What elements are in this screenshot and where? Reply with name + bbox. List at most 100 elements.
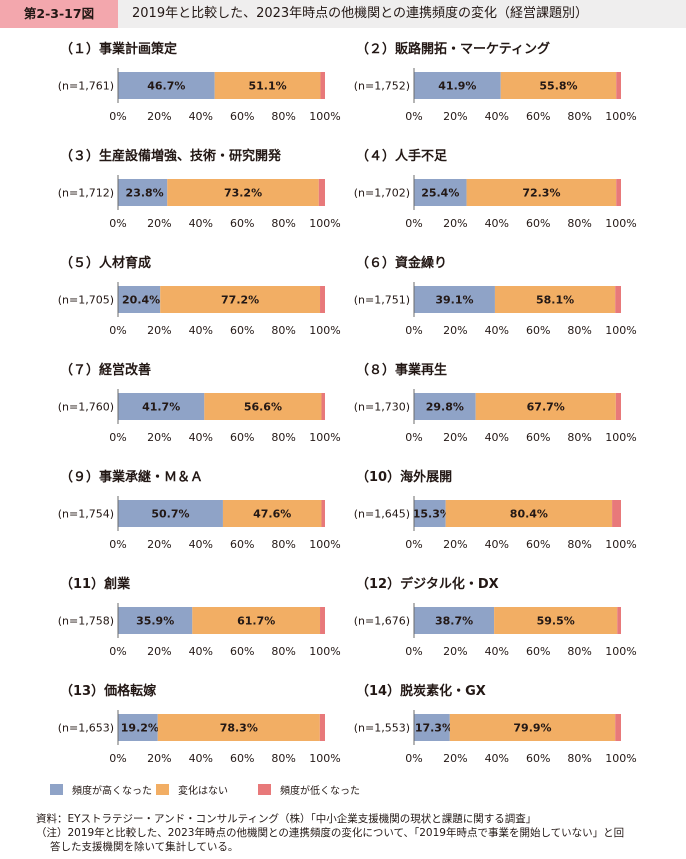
chart-11-tick-label-3: 60% [230, 645, 254, 658]
chart-8-data-label-1: 29.8% [426, 401, 464, 414]
chart-4-data-label-1: 25.4% [421, 187, 459, 200]
chart-9-tick-label-0: 0% [109, 538, 126, 551]
chart-8-bar-segment-1 [414, 393, 476, 420]
legend-item-unchanged: 変化はない [156, 782, 228, 797]
chart-6-bar-segment-3 [615, 286, 621, 313]
chart-14-tick-label-4: 80% [567, 752, 591, 765]
chart-5-tick-label-2: 40% [189, 324, 213, 337]
chart-12-title: （12）デジタル化・DX [356, 576, 499, 592]
chart-6-bar-segment-1 [414, 286, 495, 313]
chart-7-bar-segment-2 [204, 393, 322, 420]
chart-3-n-label: (n=1,712) [58, 187, 114, 200]
legend-item-decreased: 頻度が低くなった [258, 782, 360, 797]
chart-5-bar-segment-2 [160, 286, 321, 313]
chart-8-n-label: (n=1,730) [354, 401, 410, 414]
chart-9-data-label-2: 47.6% [253, 508, 291, 521]
chart-8-bar-segment-3 [615, 393, 621, 420]
chart-10-bar-segment-2 [445, 500, 613, 527]
chart-9-tick-label-1: 20% [147, 538, 171, 551]
chart-2-bar-segment-2 [500, 72, 617, 99]
chart-8-tick-label-3: 60% [526, 431, 550, 444]
chart-7-data-label-2: 56.6% [244, 401, 282, 414]
chart-2-tick-label-4: 80% [567, 110, 591, 123]
chart-12-tick-label-2: 40% [485, 645, 509, 658]
chart-6: （６）資金繰り (n=1,751) 39.1% 58.1% 0% 20% 40% 60% 80%… [354, 255, 637, 337]
chart-10-bar-segment-3 [612, 500, 621, 527]
chart-3-tick-label-4: 80% [271, 217, 295, 230]
chart-5-bar-segment-1 [118, 286, 161, 313]
chart-14-bar-segment-2 [449, 714, 616, 741]
chart-4-title: （４）人手不足 [356, 148, 448, 164]
chart-5-data-label-2: 77.2% [221, 294, 259, 307]
chart-7-bar-segment-3 [321, 393, 325, 420]
chart-3-tick-label-2: 40% [189, 217, 213, 230]
chart-2-data-label-2: 55.8% [539, 80, 577, 93]
chart-13-data-label-1: 19.2% [121, 722, 159, 735]
chart-11-data-label-2: 61.7% [237, 615, 275, 628]
chart-11-title: （11）創業 [60, 576, 131, 592]
chart-5-data-label-1: 20.4% [122, 294, 160, 307]
chart-6-tick-label-4: 80% [567, 324, 591, 337]
footnote-line-2: 答した支援機関を除いて集計している。 [50, 841, 239, 853]
chart-6-title: （６）資金繰り [356, 255, 447, 271]
chart-12-tick-label-5: 100% [605, 645, 636, 658]
chart-9-title: （９）事業承継・Ｍ＆Ａ [60, 469, 203, 485]
chart-4-tick-label-4: 80% [567, 217, 591, 230]
chart-3-bar-segment-3 [318, 179, 325, 206]
chart-13: （13）価格転嫁 (n=1,653) 19.2% 78.3% 0% 20% 40% 60% 80… [58, 683, 341, 765]
chart-10-tick-label-3: 60% [526, 538, 550, 551]
chart-13-tick-label-2: 40% [189, 752, 213, 765]
chart-11-bar-segment-3 [320, 607, 325, 634]
footnote-line-1: （注）2019年と比較した、2023年時点の他機関との連携頻度の変化について、「… [36, 827, 625, 839]
chart-13-tick-label-4: 80% [271, 752, 295, 765]
charts-panel: （１）事業計画策定 (n=1,761) 46.7% 51.1% 0% 20% 40% 60% 8… [58, 41, 637, 765]
chart-2-bar-segment-1 [414, 72, 501, 99]
chart-4-bar-segment-1 [414, 179, 467, 206]
chart-7-tick-label-4: 80% [271, 431, 295, 444]
chart-11-tick-label-2: 40% [189, 645, 213, 658]
chart-3-title: （３）生産設備増強、技術・研究開発 [60, 148, 282, 164]
chart-12-data-label-2: 59.5% [537, 615, 575, 628]
chart-5-bar-segment-3 [320, 286, 325, 313]
chart-3-data-label-2: 73.2% [224, 187, 262, 200]
chart-6-data-label-2: 58.1% [536, 294, 574, 307]
chart-10-tick-label-0: 0% [405, 538, 422, 551]
chart-2-tick-label-3: 60% [526, 110, 550, 123]
chart-1-bar-segment-3 [320, 72, 325, 99]
chart-1-tick-label-5: 100% [309, 110, 340, 123]
chart-8-tick-label-5: 100% [605, 431, 636, 444]
chart-5-tick-label-4: 80% [271, 324, 295, 337]
chart-7-n-label: (n=1,760) [58, 401, 114, 414]
chart-5-tick-label-3: 60% [230, 324, 254, 337]
chart-4-tick-label-2: 40% [485, 217, 509, 230]
chart-2-data-label-1: 41.9% [438, 80, 476, 93]
chart-10-tick-label-5: 100% [605, 538, 636, 551]
chart-13-bar-segment-2 [157, 714, 320, 741]
chart-12-n-label: (n=1,676) [354, 615, 410, 628]
chart-4-tick-label-3: 60% [526, 217, 550, 230]
chart-3-tick-label-1: 20% [147, 217, 171, 230]
chart-14-title: （14）脱炭素化・GX [356, 683, 486, 699]
chart-2-n-label: (n=1,752) [354, 80, 410, 93]
chart-14-data-label-1: 17.3% [415, 722, 453, 735]
chart-13-bar-segment-3 [319, 714, 325, 741]
chart-9-tick-label-3: 60% [230, 538, 254, 551]
chart-13-tick-label-5: 100% [309, 752, 340, 765]
chart-11-tick-label-1: 20% [147, 645, 171, 658]
chart-4-bar-segment-3 [616, 179, 621, 206]
chart-11-bar-segment-1 [118, 607, 193, 634]
chart-6-data-label-1: 39.1% [435, 294, 473, 307]
legend-swatch-decreased [258, 784, 271, 795]
chart-9-tick-label-5: 100% [309, 538, 340, 551]
chart-1-tick-label-3: 60% [230, 110, 254, 123]
chart-5-tick-label-5: 100% [309, 324, 340, 337]
chart-12-tick-label-4: 80% [567, 645, 591, 658]
chart-12-tick-label-3: 60% [526, 645, 550, 658]
chart-10-tick-label-4: 80% [567, 538, 591, 551]
chart-14: （14）脱炭素化・GX (n=1,553) 17.3% 79.9% 0% 20% 40% 60… [354, 683, 637, 765]
chart-4-tick-label-0: 0% [405, 217, 422, 230]
chart-12-bar-segment-3 [617, 607, 621, 634]
chart-12-bar-segment-2 [494, 607, 618, 634]
chart-8: （８）事業再生 (n=1,730) 29.8% 67.7% 0% 20% 40% 60% 80%… [354, 362, 637, 444]
legend-label-increased: 頻度が高くなった [72, 786, 152, 797]
